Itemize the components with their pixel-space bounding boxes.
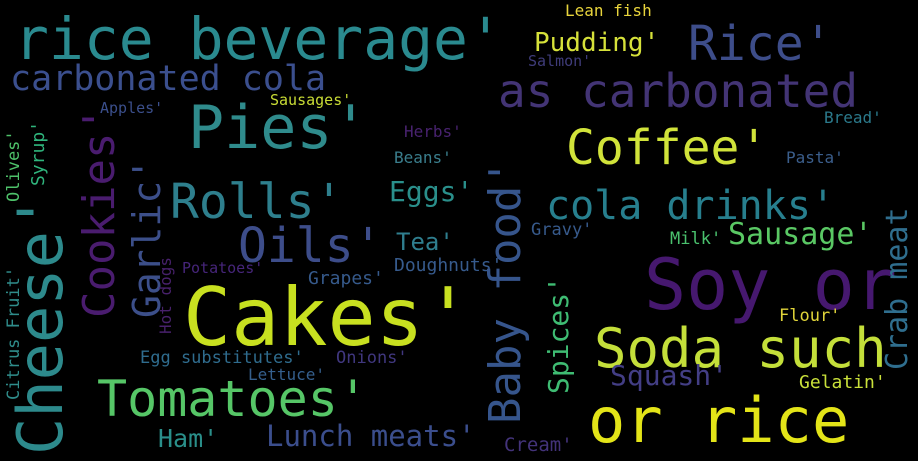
word: Pudding'	[534, 28, 660, 58]
word: Lettuce'	[248, 365, 326, 384]
word: Pasta'	[786, 148, 844, 167]
word: Soy or	[644, 244, 897, 326]
word: Rolls'	[170, 174, 344, 230]
word: Herbs'	[404, 122, 462, 141]
word: Soda such	[594, 317, 887, 380]
word: Tea'	[396, 228, 454, 256]
word: rice beverage'	[14, 5, 503, 73]
word: as carbonated	[498, 64, 859, 118]
word: Citrus Fruit'	[4, 266, 24, 400]
word: Syrup'	[28, 120, 49, 186]
word: Cream'	[504, 434, 573, 456]
word: Eggs'	[389, 175, 474, 208]
word: Hot dogs	[156, 256, 175, 334]
word: Apples'	[100, 99, 164, 117]
word: Salmon'	[528, 52, 592, 70]
word: Sausage'	[728, 217, 873, 252]
word: Lean fish	[565, 1, 652, 20]
word: Tomatoes'	[97, 370, 368, 428]
word: Gravy'	[531, 220, 593, 240]
word: Ham'	[158, 424, 219, 453]
word: Beans'	[394, 148, 452, 167]
word: Doughnuts'	[394, 255, 503, 276]
word: Rice'	[688, 16, 833, 72]
word: Cookies'	[74, 106, 125, 318]
word: Spices'	[542, 275, 575, 394]
word: Coffee'	[566, 120, 769, 176]
word: Sausages'	[270, 91, 352, 109]
word: Bread'	[824, 108, 882, 127]
word: Flour'	[779, 306, 841, 326]
word: Gelatin'	[799, 372, 886, 393]
word: Baby food'	[480, 159, 531, 424]
word: or rice	[588, 384, 850, 457]
word: Onions'	[336, 348, 408, 368]
word: Olives'	[4, 130, 24, 202]
word: Potatoes'	[182, 259, 264, 277]
word: Pies'	[188, 93, 369, 163]
word: Oils'	[238, 218, 383, 274]
word: carbonated cola	[10, 59, 327, 99]
word: Squash'	[610, 359, 729, 392]
word: Crab meat	[880, 207, 915, 370]
word: cola drinks'	[546, 183, 835, 229]
word: Milk'	[670, 229, 722, 249]
word: Cakes'	[183, 271, 472, 364]
word: Egg substitutes'	[140, 348, 304, 368]
word: Grapes'	[308, 268, 384, 289]
word: Lunch meats'	[266, 419, 476, 453]
